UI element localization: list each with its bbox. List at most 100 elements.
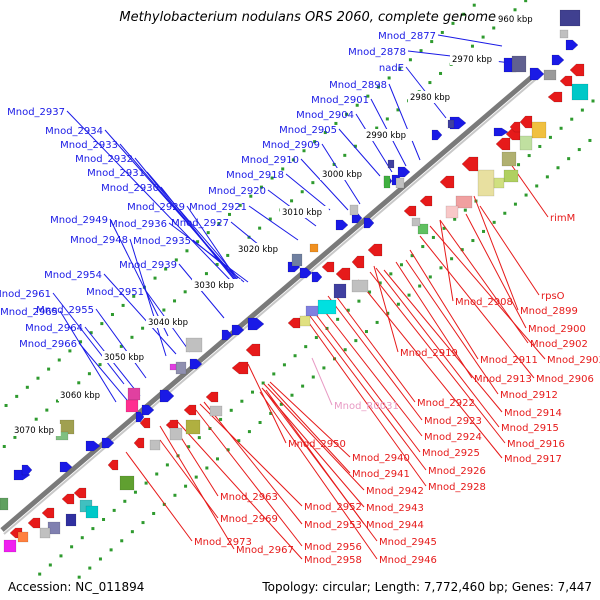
leader-line: [159, 439, 219, 519]
scale-dot: [431, 235, 435, 239]
tick-label-bg: [58, 389, 107, 401]
leader-line: [327, 295, 423, 421]
leader-line: [338, 128, 381, 177]
plus-gene-label: Mnod_2966: [19, 339, 77, 350]
scale-dot: [463, 208, 467, 212]
leader-line: [103, 273, 177, 355]
plus-gene-arrow: [101, 437, 115, 449]
scale-dot: [462, 12, 466, 16]
scale-dot: [197, 436, 201, 440]
scale-dot: [141, 326, 145, 330]
tick-label: 3010 kbp: [282, 208, 322, 218]
plus-gene-label: Mnod_2965: [0, 307, 58, 318]
scale-dot: [121, 303, 125, 307]
scale-dot: [481, 35, 485, 39]
feature-box: [125, 399, 139, 413]
scale-dot: [228, 212, 232, 216]
leader-line: [395, 261, 473, 379]
leader-line: [168, 222, 249, 283]
plus-gene-label: Mnod_2921: [189, 202, 247, 213]
leader-line: [429, 225, 546, 360]
scale-dot: [517, 163, 521, 167]
minus-gene-label: rpsO: [541, 291, 565, 302]
plus-gene-arrow: [159, 389, 175, 403]
scale-dot: [375, 126, 379, 130]
scale-dot: [215, 457, 219, 461]
scale-dot: [343, 348, 347, 352]
minus-gene-label: Mnod_2915: [501, 423, 559, 434]
plus-gene-label: Mnod_2920: [208, 186, 266, 197]
scale-dot: [418, 284, 422, 288]
minus-gene-arrow: [419, 195, 433, 207]
plus-gene-arrow: [21, 464, 33, 476]
feature-box: [39, 527, 51, 539]
plus-gene-arrow: [299, 267, 313, 279]
scale-dot: [354, 339, 358, 343]
leader-line: [388, 83, 421, 161]
scale-dot: [219, 417, 223, 421]
feature-box: [0, 497, 9, 511]
scale-dot: [162, 308, 166, 312]
feature-box: [305, 305, 319, 317]
scale-dot: [183, 290, 187, 294]
leader-line: [199, 403, 303, 507]
feature-box: [445, 205, 459, 219]
plus-gene-arrow: [231, 324, 245, 336]
minus-gene-arrow: [351, 255, 365, 269]
plus-gene-label: Mnod_2951: [86, 287, 144, 298]
scale-dot: [87, 372, 91, 376]
scale-dot: [91, 527, 95, 531]
feature-box: [455, 195, 473, 209]
scale-dot: [428, 81, 432, 85]
leader-line: [369, 271, 506, 444]
plus-gene-label: Mnod_2948: [70, 235, 128, 246]
tick-label: 3060 kbp: [60, 391, 100, 401]
minus-gene-arrow: [231, 361, 249, 375]
scale-dot: [240, 399, 244, 403]
scale-dot: [548, 135, 552, 139]
minus-gene-arrow: [367, 243, 383, 257]
minus-gene-arrow: [509, 121, 521, 133]
plus-gene-label: Mnod_2931: [87, 168, 145, 179]
scale-dot: [387, 76, 391, 80]
scale-dot: [261, 381, 265, 385]
minus-gene-label: Mnod_2925: [422, 448, 480, 459]
plus-gene-arrow: [141, 404, 155, 416]
scale-dot: [334, 121, 338, 125]
tick-label-bg: [12, 424, 61, 436]
minus-gene-arrow: [321, 261, 335, 273]
scale-dot: [130, 335, 134, 339]
plus-gene-label: Mnod_2905: [279, 125, 337, 136]
scale-dot: [15, 394, 19, 398]
plus-gene-arrow: [363, 217, 375, 229]
plus-gene-label: Mnod_2934: [45, 126, 103, 137]
feature-box: [85, 505, 99, 519]
leader-line: [473, 195, 519, 311]
scale-dot: [229, 408, 233, 412]
leader-line: [259, 391, 378, 560]
minus-gene-label: Mnod_2917: [504, 454, 562, 465]
tick-label: 3040 kbp: [148, 318, 188, 328]
scale-dot: [119, 344, 123, 348]
scale-dot: [378, 281, 382, 285]
minus-gene-arrow: [547, 91, 563, 103]
minus-gene-label: Mnod_2924: [424, 432, 482, 443]
minus-gene-arrow: [133, 437, 145, 449]
feature-box: [169, 427, 183, 441]
feature-box: [383, 175, 391, 189]
plus-gene-arrow: [135, 411, 145, 423]
minus-gene-arrow: [495, 137, 511, 151]
feature-box: [119, 475, 135, 491]
accession-label: Accession: NC_011894: [8, 580, 145, 594]
plus-gene-label: Mnod_2877: [378, 31, 436, 42]
feature-box: [543, 69, 557, 81]
plus-gene-label: Mnod_2937: [7, 107, 65, 118]
feature-box: [317, 299, 337, 315]
feature-box: [501, 151, 517, 167]
plus-gene-label: Mnod_2961: [0, 289, 51, 300]
plus-gene-label: Mnod_2910: [241, 155, 299, 166]
leader-line: [309, 315, 427, 471]
leader-line: [125, 451, 193, 542]
scale-dot: [323, 131, 327, 135]
tick-label-bg: [364, 129, 413, 141]
